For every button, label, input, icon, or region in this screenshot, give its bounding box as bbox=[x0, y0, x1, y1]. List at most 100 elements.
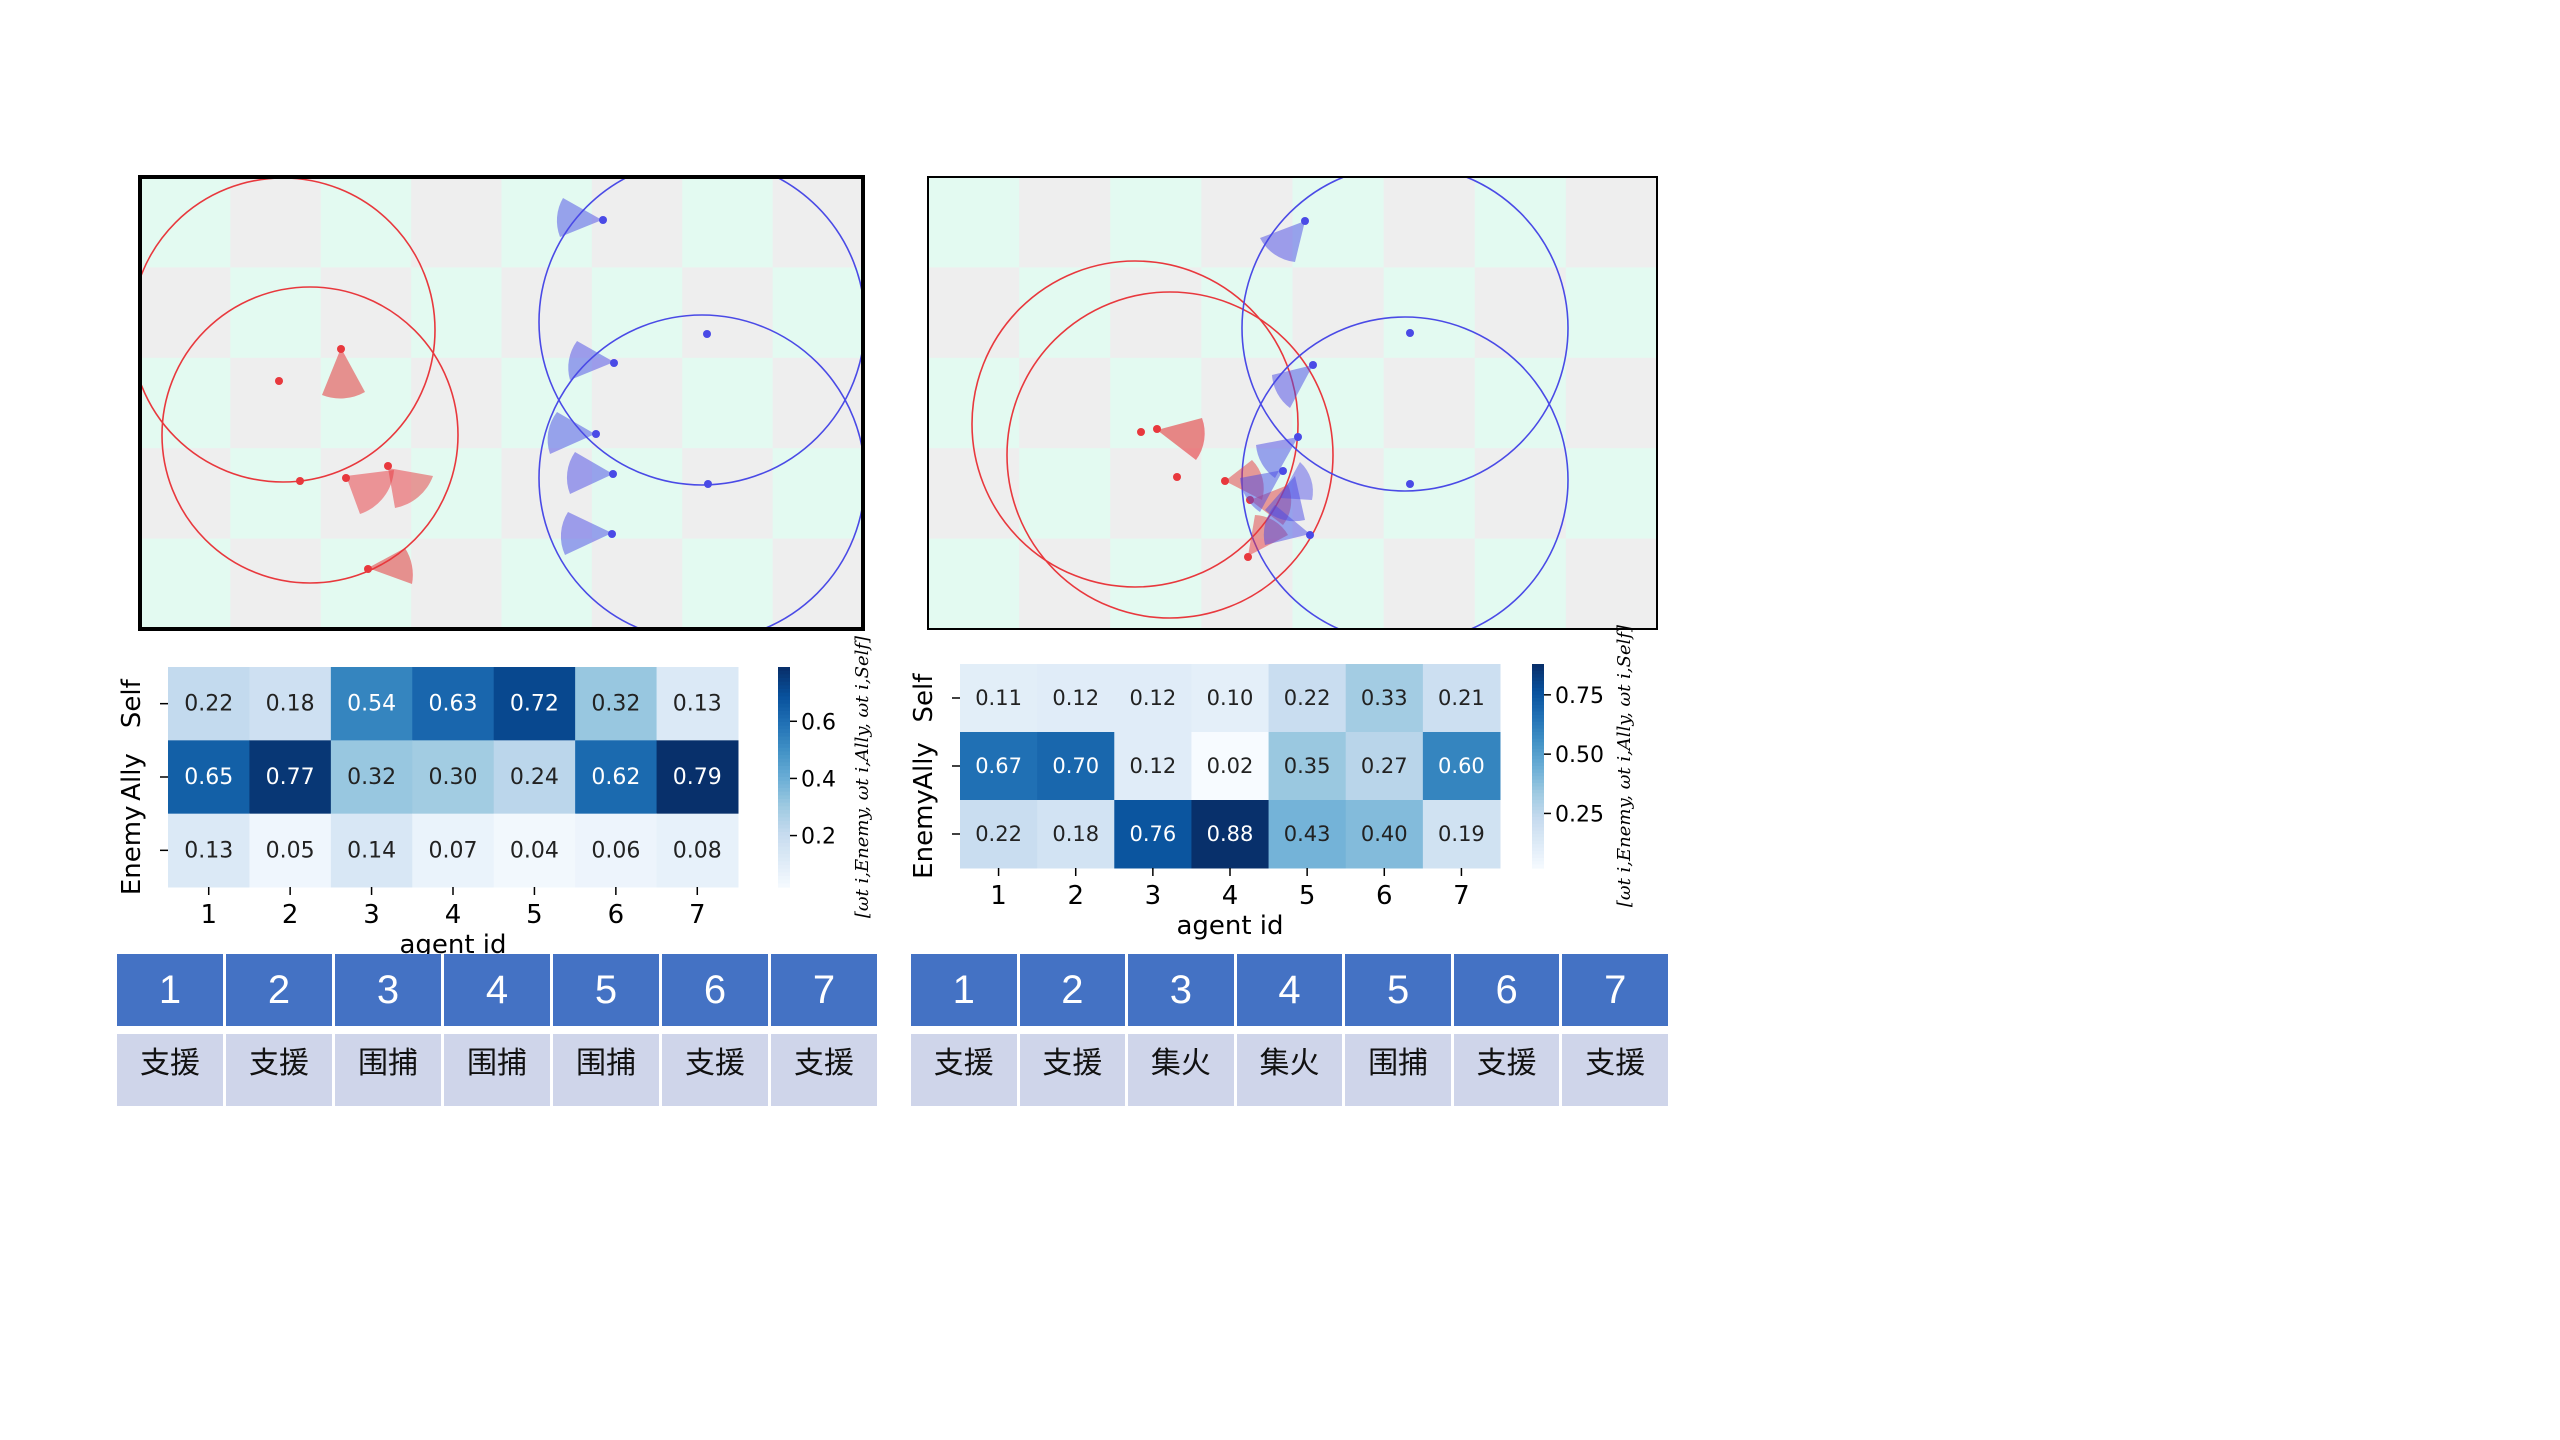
colorbar-segment bbox=[778, 693, 790, 697]
arena-tile bbox=[682, 358, 773, 449]
role-id-header: 3 bbox=[1128, 954, 1237, 1026]
colorbar-segment bbox=[778, 685, 790, 689]
arena-tile bbox=[321, 267, 412, 358]
arena-tile bbox=[1566, 539, 1658, 630]
heatmap-cell-value: 0.77 bbox=[266, 765, 315, 790]
arena-tile bbox=[1475, 539, 1567, 630]
heatmap-cell-value: 0.07 bbox=[429, 838, 478, 863]
colorbar-segment bbox=[778, 711, 790, 715]
colorbar-segment bbox=[778, 777, 790, 781]
arena-tile bbox=[1019, 358, 1111, 449]
heatmap-right: 0.11 0.12 0.12 0.10 0.22 0.33 0.210.67 0.70 0.12… bbox=[909, 624, 1635, 941]
arena-tile bbox=[1475, 267, 1567, 358]
colorbar-segment bbox=[778, 667, 790, 671]
red-agent-dot bbox=[1244, 553, 1252, 561]
red-agent-dot bbox=[364, 565, 372, 573]
colorbar-segment bbox=[778, 861, 790, 865]
blue-agent-dot bbox=[703, 330, 711, 338]
blue-agent-dot bbox=[1279, 467, 1287, 475]
arena-tile bbox=[321, 177, 412, 268]
arena-tile bbox=[773, 539, 864, 630]
colorbar-segment bbox=[778, 799, 790, 803]
blue-agent-dot bbox=[592, 430, 600, 438]
role-id-header: 1 bbox=[117, 954, 226, 1026]
role-label: 支援 bbox=[1562, 1034, 1671, 1106]
heatmap-cell-value: 0.05 bbox=[266, 838, 315, 863]
colorbar-label: [ωt i,Enemy, ωt i,Ally, ωt i,Self] bbox=[1614, 624, 1635, 907]
heatmap-col-label: 7 bbox=[689, 900, 706, 930]
arena-tile bbox=[411, 539, 502, 630]
heatmap-cell-value: 0.13 bbox=[673, 692, 722, 717]
arena-tile bbox=[928, 448, 1020, 539]
heatmap-col-label: 1 bbox=[200, 900, 217, 930]
heatmap-cell-value: 0.12 bbox=[1129, 686, 1176, 710]
blue-agent-dot bbox=[1406, 329, 1414, 337]
heatmap-row-label: Enemy bbox=[117, 806, 147, 896]
arena-tile bbox=[928, 267, 1020, 358]
role-label: 围捕 bbox=[553, 1034, 662, 1106]
role-label: 支援 bbox=[662, 1034, 771, 1106]
arena-left-checkerboard bbox=[140, 177, 864, 630]
heatmap-cell-value: 0.30 bbox=[429, 765, 478, 790]
colorbar-segment bbox=[778, 704, 790, 708]
colorbar-segment bbox=[778, 847, 790, 851]
arena-tile bbox=[773, 267, 864, 358]
heatmap-cell-value: 0.06 bbox=[591, 838, 640, 863]
blue-agent-dot bbox=[1301, 217, 1309, 225]
heatmap-cell-value: 0.32 bbox=[347, 765, 396, 790]
blue-agent-dot bbox=[1406, 480, 1414, 488]
blue-agent-dot bbox=[610, 359, 618, 367]
heatmap-cell-value: 0.54 bbox=[347, 692, 396, 717]
heatmap-cell-value: 0.79 bbox=[673, 765, 722, 790]
arena-tile bbox=[1566, 448, 1658, 539]
colorbar-segment bbox=[1532, 865, 1544, 869]
heatmap-cell-value: 0.22 bbox=[1284, 686, 1331, 710]
arena-tile bbox=[230, 267, 321, 358]
heatmap-cell-value: 0.14 bbox=[347, 838, 396, 863]
heatmap-cell-value: 0.27 bbox=[1361, 754, 1408, 778]
colorbar-segment bbox=[778, 836, 790, 840]
colorbar-segment bbox=[778, 850, 790, 854]
arena-tile bbox=[1110, 177, 1202, 268]
heatmap-cell-value: 0.24 bbox=[510, 765, 559, 790]
colorbar-segment bbox=[778, 718, 790, 722]
arena-tile bbox=[1201, 267, 1293, 358]
colorbar-segment bbox=[778, 733, 790, 737]
arena-tile bbox=[1384, 267, 1476, 358]
heatmap-cell-value: 0.65 bbox=[184, 765, 233, 790]
colorbar-segment bbox=[778, 792, 790, 796]
colorbar-tick-label: 0.50 bbox=[1555, 743, 1604, 768]
heatmap-cell-value: 0.18 bbox=[1052, 822, 1099, 846]
role-id-header: 5 bbox=[553, 954, 662, 1026]
colorbar-segment bbox=[778, 773, 790, 777]
heatmap-col-label: 1 bbox=[990, 881, 1007, 911]
colorbar-segment bbox=[778, 803, 790, 807]
colorbar-segment bbox=[778, 715, 790, 719]
heatmap-col-label: 6 bbox=[608, 900, 625, 930]
heatmap-cell-value: 0.02 bbox=[1207, 754, 1254, 778]
heatmap-col-label: 2 bbox=[1067, 881, 1084, 911]
role-label: 支援 bbox=[771, 1034, 880, 1106]
role-id-header: 5 bbox=[1345, 954, 1454, 1026]
colorbar-label: [ωt i,Enemy, ωt i,Ally, ωt i,Self] bbox=[852, 635, 873, 918]
role-id-header: 7 bbox=[771, 954, 880, 1026]
colorbar-segment bbox=[778, 810, 790, 814]
role-label: 围捕 bbox=[335, 1034, 444, 1106]
colorbar-segment bbox=[778, 682, 790, 686]
heatmap-cell-value: 0.11 bbox=[975, 686, 1022, 710]
arena-tile bbox=[682, 539, 773, 630]
heatmap-cell-value: 0.21 bbox=[1438, 686, 1485, 710]
role-table-left: 1 支援 2 支援 3 围捕 4 围捕 5 围捕 6 支援 7 支援 bbox=[117, 954, 880, 1106]
arena-tile bbox=[592, 358, 683, 449]
colorbar-segment bbox=[778, 817, 790, 821]
arena-tile bbox=[773, 358, 864, 449]
colorbar-tick-label: 0.4 bbox=[801, 767, 836, 792]
colorbar-segment bbox=[778, 762, 790, 766]
arena-tile bbox=[230, 448, 321, 539]
colorbar-tick-label: 0.25 bbox=[1555, 802, 1604, 827]
heatmap-col-label: 6 bbox=[1376, 881, 1393, 911]
colorbar-segment bbox=[778, 832, 790, 836]
heatmap-col-label: 5 bbox=[1299, 881, 1316, 911]
role-label: 围捕 bbox=[1345, 1034, 1454, 1106]
arena-tile bbox=[592, 267, 683, 358]
